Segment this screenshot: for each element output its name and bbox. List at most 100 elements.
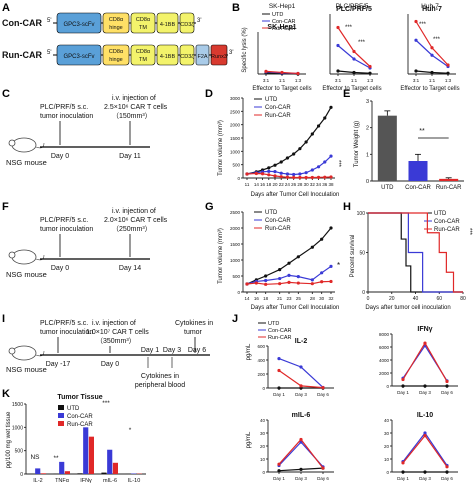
three-prime-run: 3' bbox=[229, 50, 233, 56]
f-mouse-label: NSG mouse bbox=[6, 270, 47, 279]
J_IL10-point-Run-CAR bbox=[445, 465, 449, 469]
cd8-tm-label-run-1: CD8α bbox=[136, 49, 151, 55]
j-legend-con: Con-CAR bbox=[268, 328, 292, 334]
D-xtick-label: 36 bbox=[322, 182, 328, 187]
B2-point-Run-CAR bbox=[336, 25, 340, 30]
D-xtick-label: 16 bbox=[260, 182, 266, 187]
D-point-UTD bbox=[304, 140, 308, 144]
J_IL2-point-Run-CAR bbox=[321, 386, 325, 390]
h-legend-run: Run-CAR bbox=[434, 227, 460, 233]
i-cyto-pb-1: Cytokines in bbox=[141, 373, 179, 380]
B2-line-Con-CAR bbox=[337, 45, 371, 69]
B1-title: SK-Hep1 bbox=[267, 24, 296, 31]
E-bar-UTD bbox=[377, 115, 397, 181]
cd3-label-con: CD3ζ bbox=[180, 22, 194, 28]
cd8-tm-label-run-2: TM bbox=[139, 57, 147, 63]
K-ytick-label: 1500 bbox=[12, 402, 23, 408]
D-ytick-label: 500 bbox=[232, 163, 240, 168]
i-injection-2: 1.0×10⁷ CAR T cells bbox=[86, 329, 149, 336]
G-ytick-label: 2500 bbox=[230, 210, 241, 215]
D-point-Run-CAR bbox=[323, 175, 327, 179]
D-point-UTD bbox=[316, 124, 321, 128]
K-bar-Con-CAR-mIL-6 bbox=[107, 449, 113, 474]
D-point-Con-CAR bbox=[279, 171, 283, 175]
chart-J_IL2: 0 200 400 600 Day 1 Day 3 Day 6 IL-2 bbox=[257, 338, 334, 397]
G-point-Run-CAR bbox=[287, 280, 291, 284]
cd8-hinge-box-run bbox=[102, 44, 130, 66]
panel-j: pg/mL pg/mL UTD Con-CAR Run-CAR bbox=[246, 321, 292, 448]
D-xtick-label: 26 bbox=[291, 182, 297, 187]
h-legend: UTD Con-CAR Run-CAR bbox=[424, 211, 460, 233]
b-legend-run: Run-CAR bbox=[272, 26, 296, 32]
J_mIL6-xtick-label: Day 3 bbox=[295, 476, 307, 481]
D-point-UTD bbox=[298, 147, 302, 151]
i-day0: Day 0 bbox=[101, 361, 119, 368]
G-xtick-label: 21 bbox=[277, 296, 283, 301]
h-ylabel: Percent survival bbox=[350, 235, 356, 278]
D-point-Run-CAR bbox=[267, 173, 271, 177]
E-ytick-label: 2 bbox=[366, 126, 369, 132]
D-xtick-label: 22 bbox=[279, 182, 285, 187]
b-xlabel-3: Effector to Target cells bbox=[400, 86, 459, 92]
J_mIL6-ytick-label: 40 bbox=[260, 418, 266, 423]
J_IL10-xtick-label: Day 6 bbox=[441, 476, 453, 481]
j-legend-run: Run-CAR bbox=[268, 335, 292, 341]
k-ylabel: pg/100 mg wet tissue bbox=[6, 411, 12, 468]
D-point-Con-CAR bbox=[273, 170, 277, 174]
K-bar-Con-CAR-TNFα bbox=[59, 461, 65, 474]
g-legend-con: Con-CAR bbox=[265, 218, 291, 224]
b-legend-con: Con-CAR bbox=[272, 19, 296, 25]
J_mIL6-ytick-label: 10 bbox=[260, 457, 266, 462]
J_mIL6-point-Run-CAR bbox=[299, 437, 303, 442]
d-sig: *** bbox=[335, 160, 341, 168]
B2-line-Run-CAR bbox=[337, 27, 371, 67]
B2-xtick-label: 3:1 bbox=[335, 78, 342, 83]
J_IFNg-ytick-label: 4000 bbox=[379, 358, 390, 363]
D-point-Run-CAR bbox=[279, 175, 283, 179]
K-category-label: IL-10 bbox=[128, 478, 141, 484]
J_IL10-xtick-label: Day 3 bbox=[419, 476, 431, 481]
B1-xtick-label: 1:3 bbox=[295, 78, 302, 83]
panel-label-a: A bbox=[2, 2, 10, 14]
panel-label-g: G bbox=[205, 201, 214, 213]
runx3-label: Runx3 bbox=[211, 54, 227, 60]
G-xtick-label: 32 bbox=[328, 296, 334, 301]
G-xtick-label: 25 bbox=[296, 296, 302, 301]
cd3-label-run: CD3ζ bbox=[180, 54, 194, 60]
D-point-Con-CAR bbox=[316, 165, 321, 169]
J_IFNg-point-UTD bbox=[445, 384, 449, 388]
mouse-icon-i bbox=[8, 345, 45, 361]
J_IL2-xtick-label: Day 1 bbox=[273, 392, 285, 397]
J_IFNg-line-Con-CAR bbox=[402, 344, 448, 382]
k-legend: UTD Con-CAR Run-CAR bbox=[58, 405, 93, 428]
c-injection-1: i.v. injection of bbox=[112, 95, 156, 102]
J_IL2-point-Run-CAR bbox=[277, 368, 281, 373]
k-sig-ifng: *** bbox=[102, 400, 110, 407]
H-xtick-label: 80 bbox=[460, 296, 466, 302]
B3-point-UTD bbox=[430, 70, 434, 75]
D-xtick-label: 32 bbox=[310, 182, 316, 187]
D-point-Con-CAR bbox=[298, 172, 302, 176]
G-xtick-label: 14 bbox=[244, 296, 250, 301]
b-title-1: SK-Hep1 bbox=[269, 3, 296, 10]
J_IL10-ytick-label: 20 bbox=[384, 444, 390, 449]
B3-point-Run-CAR bbox=[430, 46, 434, 50]
B2-point-UTD bbox=[352, 70, 356, 75]
D-point-Con-CAR bbox=[285, 172, 290, 176]
G-point-UTD bbox=[329, 226, 333, 230]
f-day14: Day 14 bbox=[119, 265, 141, 272]
J_IFNg-point-Run-CAR bbox=[445, 379, 449, 384]
J_IFNg-point-UTD bbox=[401, 384, 405, 388]
panel-i-schedule: PLC/PRF/5 s.c. tumor inoculation i.v. in… bbox=[6, 320, 213, 389]
f2a-box bbox=[195, 44, 210, 66]
H-ytick-label: 100 bbox=[357, 211, 366, 217]
B1-xtick-label: 3:1 bbox=[263, 78, 270, 83]
B2-xtick-label: 1:3 bbox=[367, 78, 374, 83]
B1-xtick-label: 1:1 bbox=[279, 78, 286, 83]
i-line1: PLC/PRF/5 s.c. bbox=[40, 320, 88, 327]
d-xlabel: Days after Tumor Cell Inoculation bbox=[251, 192, 340, 198]
k-legend-utd: UTD bbox=[67, 406, 80, 412]
J_mIL6-ytick-label: 20 bbox=[260, 444, 266, 449]
G-xtick-label: 30 bbox=[319, 296, 325, 301]
i-day3: Day 3 bbox=[163, 347, 181, 354]
